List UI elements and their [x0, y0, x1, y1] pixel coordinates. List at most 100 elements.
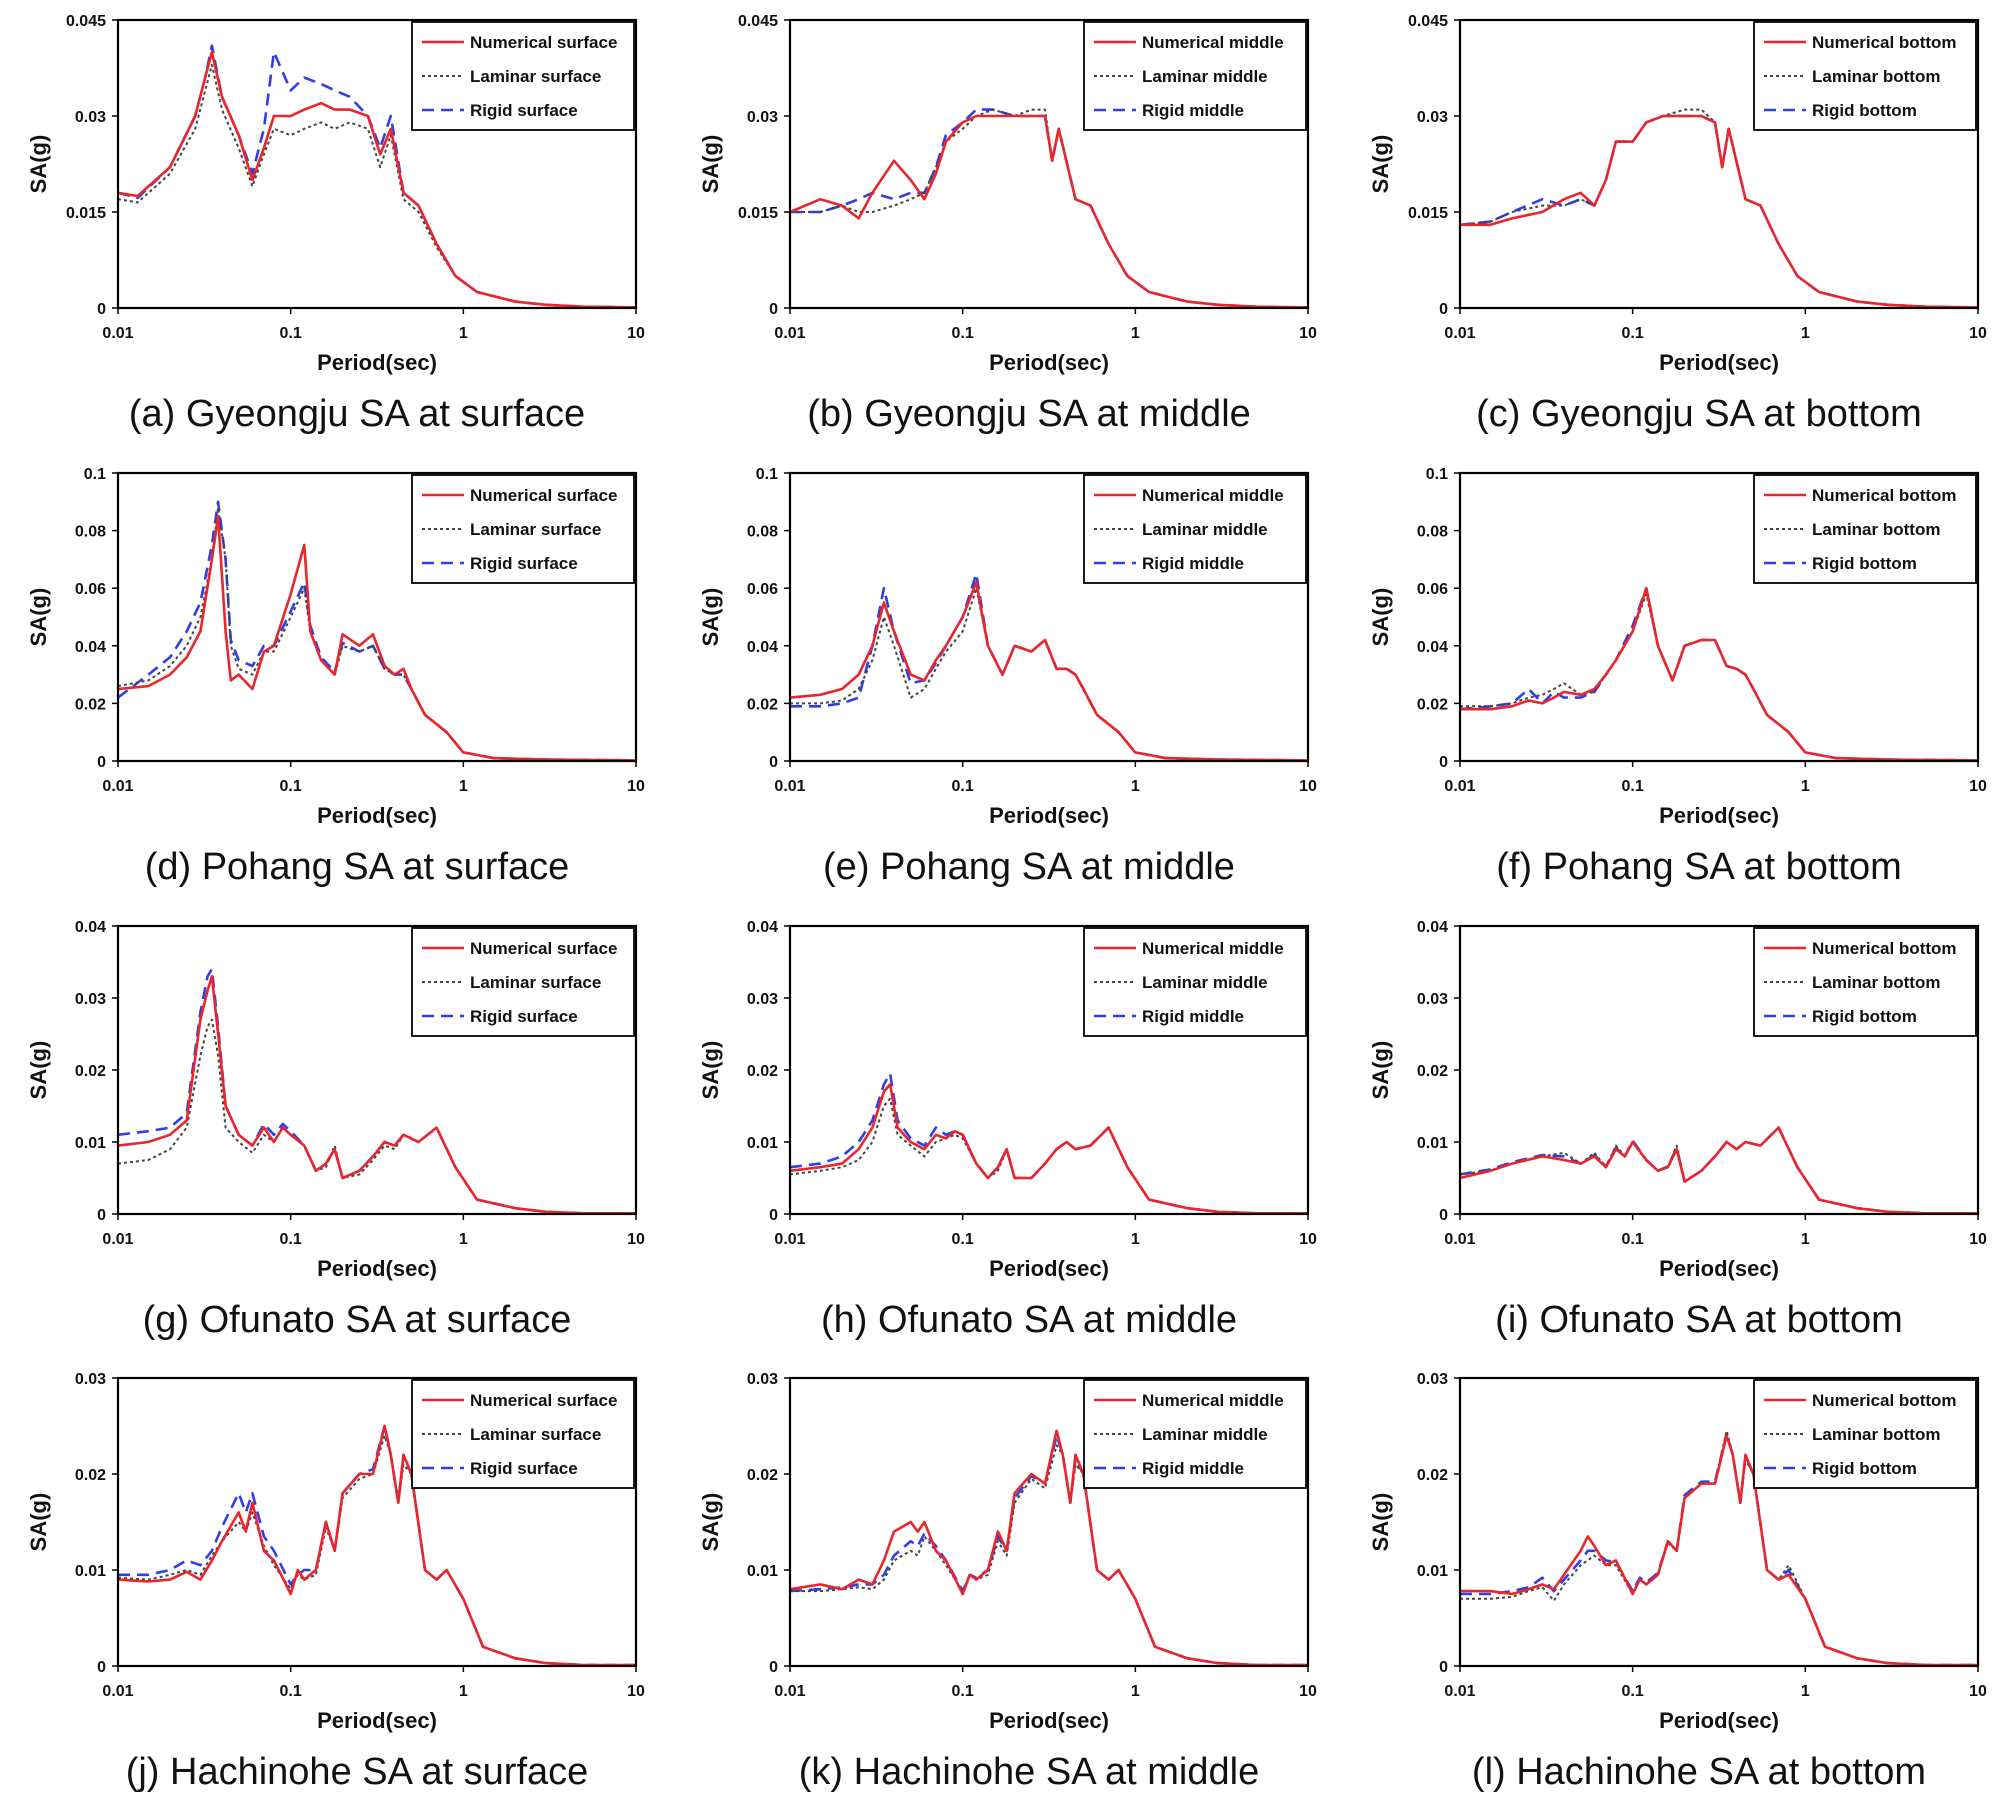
legend: Numerical bottom Laminar bottom Rigid bott…: [1753, 927, 1977, 1037]
y-tick-label: 0.04: [1417, 919, 1448, 936]
y-tick-label: 0.08: [1417, 524, 1448, 541]
legend-entry: Numerical middle: [1142, 486, 1284, 505]
legend-entry: Numerical middle: [1142, 939, 1284, 958]
y-tick-label: 0.02: [75, 696, 106, 713]
legend-entry: Numerical surface: [470, 1391, 617, 1410]
y-tick-label: 0.03: [747, 991, 778, 1008]
legend-entry: Rigid surface: [470, 554, 578, 573]
y-tick-label: 0: [769, 754, 778, 771]
x-tick-label: 0.1: [1622, 1683, 1644, 1700]
x-tick-label: 0.01: [1444, 1683, 1475, 1700]
series-line-laminar: [790, 587, 1308, 761]
plot-frame: [116, 1376, 638, 1668]
y-tick-label: 0.02: [75, 1063, 106, 1080]
x-tick-label: 10: [1969, 1231, 1987, 1248]
y-tick-label: 0.02: [747, 1063, 778, 1080]
legend-entry: Numerical bottom: [1812, 486, 1957, 505]
x-tick-label: 0.1: [280, 1683, 302, 1700]
y-tick-label: 0: [1439, 754, 1448, 771]
chart-panel-3: 0 0.015 0.03 0.045 0.01 0.1 1 10 Period(sec) SA(g…: [1368, 13, 1987, 435]
x-tick-label: 10: [1299, 325, 1317, 342]
x-tick-label: 0.1: [280, 1231, 302, 1248]
x-tick-label: 10: [1969, 778, 1987, 795]
y-tick-label: 0.015: [66, 205, 106, 222]
x-tick-label: 1: [459, 325, 468, 342]
y-axis-label: SA(g): [1368, 1041, 1393, 1100]
x-tick-label: 0.1: [952, 778, 974, 795]
legend: Numerical surface Laminar surface Rigid su…: [411, 21, 635, 131]
y-tick-label: 0.03: [1417, 1371, 1448, 1388]
y-tick-label: 0.01: [1417, 1563, 1448, 1580]
y-tick-label: 0.04: [1417, 639, 1448, 656]
y-tick-label: 0: [769, 301, 778, 318]
x-tick-label: 0.1: [1622, 325, 1644, 342]
legend-entry: Laminar surface: [470, 973, 601, 992]
x-axis-label: Period(sec): [989, 1256, 1109, 1281]
legend: Numerical surface Laminar surface Rigid su…: [411, 1379, 635, 1489]
x-tick-label: 1: [1801, 1683, 1810, 1700]
plot-frame: [788, 1376, 1310, 1668]
x-tick-label: 10: [627, 1231, 645, 1248]
y-tick-label: 0: [1439, 1207, 1448, 1224]
series-line-numerical: [118, 514, 636, 761]
legend-entry: Laminar surface: [470, 67, 601, 86]
plot-frame: [116, 18, 638, 310]
y-tick-label: 0: [97, 754, 106, 771]
y-tick-label: 0.015: [1408, 205, 1448, 222]
x-tick-label: 1: [459, 1231, 468, 1248]
series-line-numerical: [790, 581, 1308, 761]
y-tick-label: 0: [1439, 1659, 1448, 1676]
y-tick-label: 0.04: [75, 919, 106, 936]
plot-frame: [788, 924, 1310, 1216]
legend-entry: Numerical surface: [470, 939, 617, 958]
x-tick-label: 0.01: [774, 778, 805, 795]
y-tick-label: 0.01: [747, 1563, 778, 1580]
x-tick-label: 0.1: [952, 1231, 974, 1248]
series-line-laminar: [1460, 593, 1978, 761]
y-tick-label: 0.01: [75, 1563, 106, 1580]
x-tick-label: 10: [1299, 1231, 1317, 1248]
series-line-laminar: [790, 1097, 1308, 1214]
legend-entry: Rigid surface: [470, 101, 578, 120]
x-axis-label: Period(sec): [317, 803, 437, 828]
x-axis-label: Period(sec): [317, 1256, 437, 1281]
legend-entry: Laminar middle: [1142, 973, 1268, 992]
x-tick-label: 1: [459, 1683, 468, 1700]
panel-caption: (g) Ofunato SA at surface: [143, 1299, 572, 1341]
x-tick-label: 10: [627, 1683, 645, 1700]
y-axis-label: SA(g): [1368, 135, 1393, 194]
legend: Numerical middle Laminar middle Rigid midd…: [1083, 21, 1307, 131]
legend-entry: Rigid middle: [1142, 1007, 1244, 1026]
panel-caption: (b) Gyeongju SA at middle: [807, 393, 1251, 435]
x-tick-label: 0.01: [1444, 1231, 1475, 1248]
series-line-laminar: [1460, 108, 1978, 308]
x-axis-label: Period(sec): [989, 803, 1109, 828]
y-tick-label: 0: [769, 1659, 778, 1676]
legend-entry: Rigid middle: [1142, 101, 1244, 120]
x-tick-label: 1: [1131, 1683, 1140, 1700]
legend: Numerical middle Laminar middle Rigid midd…: [1083, 927, 1307, 1037]
legend-entry: Laminar middle: [1142, 520, 1268, 539]
legend: Numerical middle Laminar middle Rigid midd…: [1083, 474, 1307, 584]
y-axis-label: SA(g): [698, 588, 723, 647]
chart-panel-1: 0 0.015 0.03 0.045 0.01 0.1 1 10 Period(sec) SA(g…: [26, 13, 645, 435]
panel-caption: (a) Gyeongju SA at surface: [129, 393, 585, 435]
y-tick-label: 0.02: [1417, 1467, 1448, 1484]
series-line-numerical: [1460, 114, 1978, 308]
legend: Numerical middle Laminar middle Rigid midd…: [1083, 1379, 1307, 1489]
x-tick-label: 0.1: [952, 325, 974, 342]
chart-panel-4: 0 0.02 0.04 0.06 0.08 0.1 0.01 0.1 1 10 Period(sec…: [26, 466, 645, 888]
legend-entry: Rigid bottom: [1812, 101, 1917, 120]
y-tick-label: 0.06: [75, 581, 106, 598]
plot-frame: [788, 18, 1310, 310]
y-axis-label: SA(g): [26, 588, 51, 647]
y-tick-label: 0.08: [747, 524, 778, 541]
x-tick-label: 10: [627, 325, 645, 342]
legend: Numerical surface Laminar surface Rigid su…: [411, 474, 635, 584]
x-axis-label: Period(sec): [989, 350, 1109, 375]
y-tick-label: 0.1: [84, 466, 106, 483]
y-tick-label: 0.06: [1417, 581, 1448, 598]
x-tick-label: 0.1: [280, 325, 302, 342]
x-axis-label: Period(sec): [1659, 350, 1779, 375]
legend-entry: Laminar bottom: [1812, 973, 1940, 992]
